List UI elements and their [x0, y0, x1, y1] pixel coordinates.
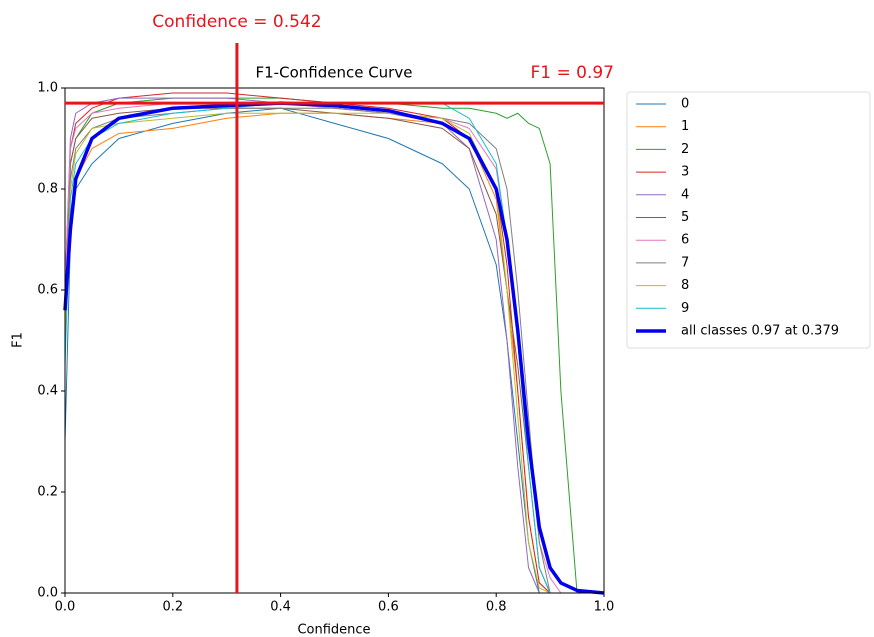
x-tick-label: 0.2: [162, 600, 183, 615]
legend-label: 6: [681, 233, 689, 248]
annotation-text: F1 = 0.97: [531, 63, 615, 83]
legend-label: 9: [681, 301, 689, 316]
legend-label: 8: [681, 278, 689, 293]
x-tick-label: 0.0: [55, 600, 76, 615]
chart-title: F1-Confidence Curve: [256, 64, 413, 82]
y-tick-label: 0.8: [37, 182, 58, 197]
annotation-text: Confidence = 0.542: [152, 12, 321, 32]
legend-label: 7: [681, 255, 689, 270]
legend-label: 4: [681, 187, 689, 202]
x-tick-label: 0.8: [486, 600, 507, 615]
series-line: [64, 97, 604, 594]
legend-label: 3: [681, 165, 689, 180]
series-line: [63, 101, 605, 595]
x-tick-label: 1.0: [594, 600, 615, 615]
y-tick-label: 0.0: [37, 586, 58, 601]
y-tick-label: 0.2: [37, 485, 58, 500]
legend-label: 0: [681, 97, 689, 112]
y-tick-label: 1.0: [37, 81, 58, 96]
plot-frame: [64, 87, 605, 594]
legend-label: 1: [681, 119, 689, 134]
y-tick-label: 0.6: [37, 283, 58, 298]
series-line: [64, 97, 604, 594]
x-tick-label: 0.4: [270, 600, 291, 615]
legend-label: 5: [681, 210, 689, 225]
x-tick-label: 0.6: [378, 600, 399, 615]
legend-box: [626, 91, 871, 349]
y-axis-label: F1: [11, 332, 26, 348]
legend-label: 2: [681, 142, 689, 157]
x-axis-label: Confidence: [297, 623, 370, 637]
y-tick-label: 0.4: [37, 384, 58, 399]
series-line: [64, 112, 604, 594]
legend-label: all classes 0.97 at 0.379: [681, 324, 839, 339]
